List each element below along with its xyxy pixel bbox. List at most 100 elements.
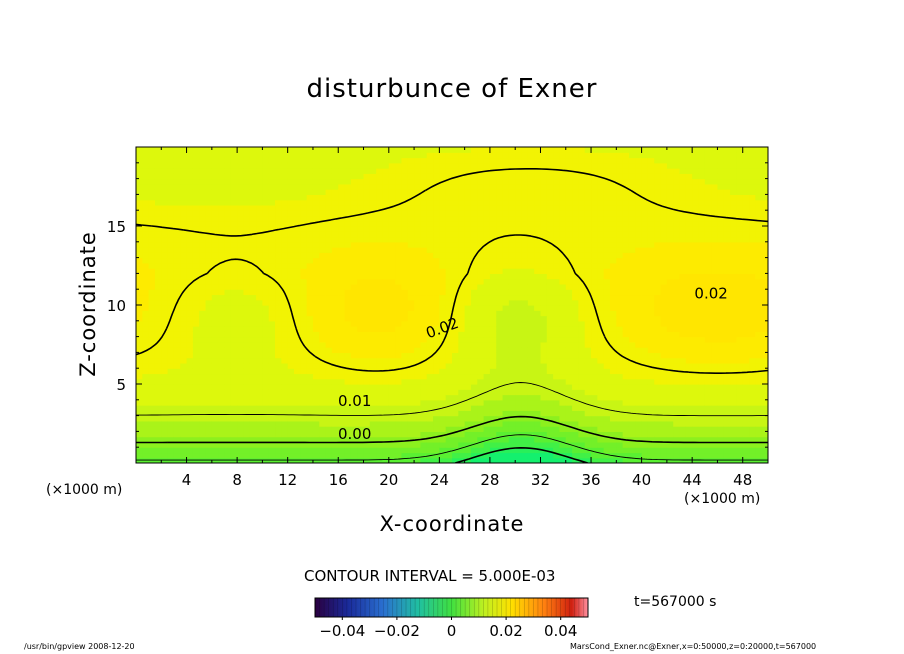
- field-cell: [363, 289, 371, 296]
- field-cell: [635, 241, 643, 248]
- field-cell: [401, 204, 409, 211]
- field-cell: [546, 215, 554, 222]
- field-cell: [483, 289, 491, 296]
- field-cell: [369, 341, 377, 348]
- field-cell: [167, 305, 175, 311]
- field-cell: [300, 178, 308, 185]
- field-cell: [395, 373, 403, 380]
- field-cell: [237, 336, 245, 343]
- field-cell: [628, 405, 636, 411]
- field-cell: [610, 441, 617, 448]
- field-cell: [294, 341, 301, 348]
- field-cell: [540, 394, 548, 401]
- field-cell: [496, 168, 504, 174]
- field-cell: [489, 436, 497, 443]
- field-cell: [388, 420, 396, 427]
- field-cell: [230, 189, 238, 195]
- field-cell: [161, 204, 169, 211]
- field-cell: [527, 378, 535, 385]
- field-cell: [540, 315, 548, 322]
- field-cell: [508, 362, 516, 369]
- field-cell: [268, 399, 276, 406]
- field-cell: [534, 189, 542, 195]
- field-cell: [230, 283, 238, 290]
- field-cell: [344, 194, 352, 201]
- field-cell: [211, 452, 219, 459]
- field-cell: [496, 410, 504, 417]
- field-cell: [470, 405, 478, 411]
- field-cell: [470, 152, 478, 159]
- field-cell: [464, 347, 472, 353]
- field-cell: [199, 331, 207, 338]
- field-cell: [142, 389, 150, 396]
- field-cell: [521, 362, 529, 369]
- field-cell: [218, 204, 226, 211]
- field-cell: [622, 368, 630, 375]
- field-cell: [502, 289, 510, 296]
- field-cell: [628, 299, 636, 306]
- field-cell: [534, 262, 542, 269]
- field-cell: [628, 315, 636, 322]
- field-cell: [584, 399, 592, 406]
- field-cell: [331, 257, 339, 264]
- field-cell: [218, 173, 226, 180]
- field-cell: [154, 336, 162, 343]
- field-cell: [173, 220, 181, 227]
- field-cell: [534, 247, 542, 253]
- field-cell: [515, 452, 523, 459]
- field-cell: [363, 278, 371, 285]
- field-cell: [591, 352, 598, 359]
- field-cell: [237, 389, 245, 396]
- field-cell: [477, 352, 485, 359]
- field-cell: [148, 341, 156, 348]
- field-cell: [363, 220, 371, 227]
- field-cell: [546, 394, 554, 401]
- field-cell: [477, 215, 485, 222]
- field-cell: [300, 299, 308, 306]
- field-cell: [597, 173, 605, 180]
- field-cell: [136, 289, 143, 296]
- field-cell: [572, 373, 579, 380]
- field-cell: [262, 310, 270, 317]
- field-cell: [553, 189, 561, 195]
- field-cell: [622, 152, 630, 159]
- field-cell: [502, 168, 510, 174]
- field-cell: [186, 320, 194, 327]
- field-cell: [407, 283, 415, 290]
- field-cell: [647, 320, 655, 327]
- field-cell: [610, 257, 617, 264]
- field-cell: [249, 152, 257, 159]
- field-cell: [199, 347, 207, 353]
- field-cell: [489, 384, 497, 390]
- field-cell: [325, 389, 333, 396]
- field-cell: [591, 341, 598, 348]
- field-cell: [363, 305, 371, 311]
- field-cell: [496, 215, 504, 222]
- field-cell: [275, 362, 282, 369]
- field-cell: [647, 226, 655, 232]
- field-cell: [192, 241, 200, 248]
- field-cell: [439, 336, 447, 343]
- field-cell: [433, 226, 440, 232]
- field-cell: [363, 384, 371, 390]
- field-cell: [527, 310, 535, 317]
- field-cell: [161, 278, 169, 285]
- field-cell: [331, 294, 339, 301]
- field-cell: [610, 268, 617, 274]
- field-cell: [527, 405, 535, 411]
- field-cell: [654, 399, 662, 406]
- field-cell: [546, 226, 554, 232]
- field-cell: [565, 283, 573, 290]
- field-cell: [464, 447, 472, 454]
- field-cell: [591, 426, 598, 432]
- field-cell: [312, 283, 320, 290]
- field-cell: [654, 378, 662, 385]
- field-cell: [628, 147, 636, 153]
- field-cell: [578, 152, 586, 159]
- field-cell: [572, 289, 579, 296]
- field-cell: [565, 331, 573, 338]
- field-cell: [224, 204, 232, 211]
- field-cell: [477, 183, 485, 190]
- field-cell: [414, 294, 421, 301]
- field-cell: [420, 347, 428, 353]
